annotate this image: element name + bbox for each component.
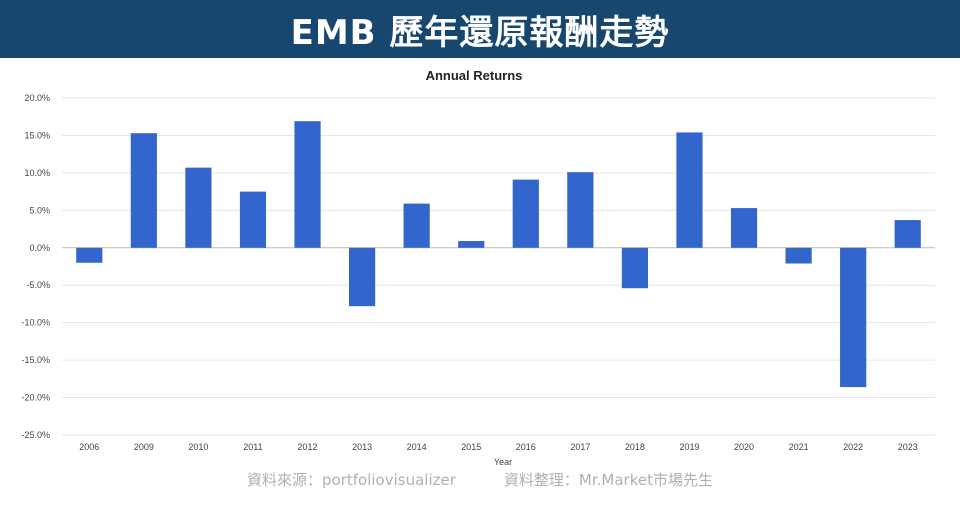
bar-2023: [894, 220, 921, 248]
chart-title: Annual Returns: [426, 68, 523, 83]
x-axis-ticks: 2006 2009 2010 2011 2012 2013 2014 2015 2016 2017…: [79, 442, 917, 452]
x-tick-label: 2018: [625, 442, 645, 452]
y-tick-label: -10.0%: [21, 318, 50, 328]
x-tick-label: 2011: [243, 442, 262, 452]
bars: [76, 121, 921, 388]
x-tick-label: 2010: [188, 442, 208, 452]
x-tick-label: 2009: [134, 442, 154, 452]
x-tick-label: 2016: [516, 442, 536, 452]
x-tick-label: 2023: [898, 442, 918, 452]
y-tick-label: 0.0%: [29, 243, 50, 253]
bar-2009: [130, 133, 157, 248]
y-tick-label: -5.0%: [26, 280, 50, 290]
compiled-credit: 資料整理：Mr.Market市場先生: [503, 471, 713, 489]
source-credit: 資料來源：portfoliovisualizer: [247, 471, 456, 489]
x-axis-label: Year: [494, 457, 512, 467]
page-title: EMB 歷年還原報酬走勢: [290, 12, 670, 53]
bar-2020: [730, 208, 758, 248]
bar-2017: [567, 172, 594, 248]
bar-2018: [621, 247, 649, 289]
x-tick-label: 2015: [461, 442, 481, 452]
bar-2014: [403, 203, 430, 248]
x-tick-label: 2021: [789, 442, 809, 452]
bar-2006: [76, 247, 103, 263]
x-tick-label: 2017: [570, 442, 590, 452]
annual-returns-chart: Annual Returns 20.0% 15.0% 10.0% 5.0% 0.0% -5…: [21, 68, 935, 467]
bar-2015: [458, 241, 485, 248]
y-axis-ticks: 20.0% 15.0% 10.0% 5.0% 0.0% -5.0% -10.0% -15.0%…: [21, 93, 50, 440]
grid-lines: [62, 97, 935, 436]
bar-2016: [512, 179, 539, 248]
x-tick-label: 2013: [352, 442, 372, 452]
y-tick-label: -25.0%: [21, 430, 50, 440]
x-tick-label: 2022: [843, 442, 863, 452]
bar-2021: [785, 247, 812, 264]
y-tick-label: 15.0%: [24, 130, 50, 140]
x-tick-label: 2012: [298, 442, 318, 452]
bar-2022: [840, 247, 867, 388]
y-tick-label: 10.0%: [24, 168, 50, 178]
bar-2019: [676, 132, 703, 248]
x-tick-label: 2020: [734, 442, 754, 452]
x-tick-label: 2014: [407, 442, 427, 452]
header-banner: EMB 歷年還原報酬走勢: [0, 0, 960, 58]
y-tick-label: -20.0%: [21, 393, 50, 403]
footer: 資料來源：portfoliovisualizer 資料整理：Mr.Market市…: [0, 469, 960, 493]
y-tick-label: 5.0%: [29, 205, 50, 215]
y-tick-label: 20.0%: [24, 93, 50, 103]
bar-2011: [239, 191, 267, 248]
x-tick-label: 2019: [679, 442, 699, 452]
bar-2010: [185, 167, 212, 248]
x-tick-label: 2006: [79, 442, 99, 452]
bar-2012: [294, 121, 321, 248]
y-tick-label: -15.0%: [21, 355, 50, 365]
chart-container: Annual Returns 20.0% 15.0% 10.0% 5.0% 0.0% -5…: [0, 58, 960, 502]
bar-2013: [348, 247, 376, 307]
